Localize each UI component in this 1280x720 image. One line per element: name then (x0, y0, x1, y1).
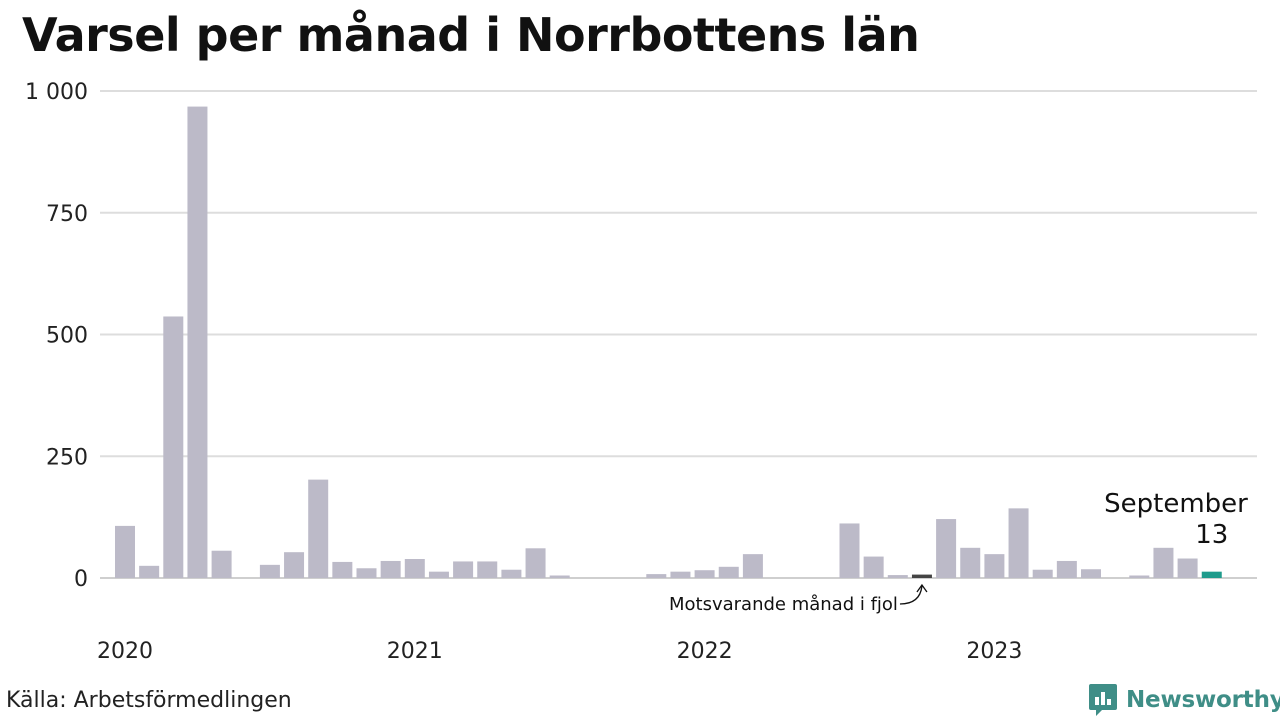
y-axis-tick-labels: 0 250 500 750 1 000 (25, 80, 88, 592)
bar (163, 316, 184, 578)
bar (501, 569, 522, 578)
bar (453, 561, 474, 578)
bar (1129, 575, 1150, 578)
previous-year-annotation: Motsvarande månad i fjol (669, 594, 898, 615)
bar (1056, 560, 1077, 578)
newsworthy-logo-icon (1089, 684, 1117, 716)
bar (308, 479, 329, 578)
bar (428, 571, 449, 578)
current-month-label: September (1104, 489, 1248, 519)
bar (984, 554, 1005, 578)
bar (936, 519, 957, 578)
bar (1081, 569, 1101, 578)
bar (742, 554, 763, 578)
bar (332, 561, 353, 578)
brand-name: Newsworthy (1126, 687, 1280, 713)
bar (139, 565, 160, 578)
x-axis-tick-labels: 2020 2021 2022 2023 (97, 639, 1022, 664)
bar (356, 568, 377, 578)
bar (1153, 547, 1174, 578)
previous-year-arrowhead (916, 583, 928, 593)
bar-previous-year (911, 574, 932, 578)
bar-current-month (1201, 571, 1222, 578)
brand-logo: Newsworthy (1088, 682, 1280, 718)
bars (115, 106, 1222, 579)
bar (863, 556, 884, 578)
bar (211, 550, 232, 578)
bar (1008, 508, 1029, 578)
x-tick-label: 2023 (966, 639, 1022, 664)
x-tick-label: 2021 (387, 639, 443, 664)
bar (1177, 558, 1198, 578)
bar (670, 571, 691, 578)
bar (380, 560, 401, 578)
bar (115, 525, 135, 578)
bar (259, 564, 280, 578)
current-value-label: 13 (1195, 520, 1228, 550)
bar (477, 561, 498, 578)
bar (839, 523, 860, 578)
x-tick-label: 2022 (677, 639, 733, 664)
y-tick-label: 1 000 (25, 80, 88, 105)
chart-title: Varsel per månad i Norrbottens län (22, 8, 920, 62)
bar (404, 559, 425, 578)
bar (525, 548, 546, 578)
bar (646, 574, 667, 578)
bar (694, 570, 715, 578)
bar (549, 575, 570, 578)
bar (960, 547, 981, 578)
y-tick-label: 0 (74, 567, 88, 592)
annotations: Motsvarande månad i fjol September 13 (669, 489, 1248, 615)
bar (718, 566, 739, 578)
source-note: Källa: Arbetsförmedlingen (6, 688, 292, 713)
bar (284, 552, 305, 578)
previous-year-arrow (899, 585, 923, 605)
bar (187, 106, 208, 579)
y-tick-label: 250 (46, 445, 88, 470)
x-tick-label: 2020 (97, 639, 153, 664)
y-tick-label: 750 (46, 202, 88, 227)
bar (1032, 569, 1053, 578)
y-tick-label: 500 (46, 324, 88, 349)
bar (887, 575, 908, 578)
gridlines (100, 90, 1257, 579)
